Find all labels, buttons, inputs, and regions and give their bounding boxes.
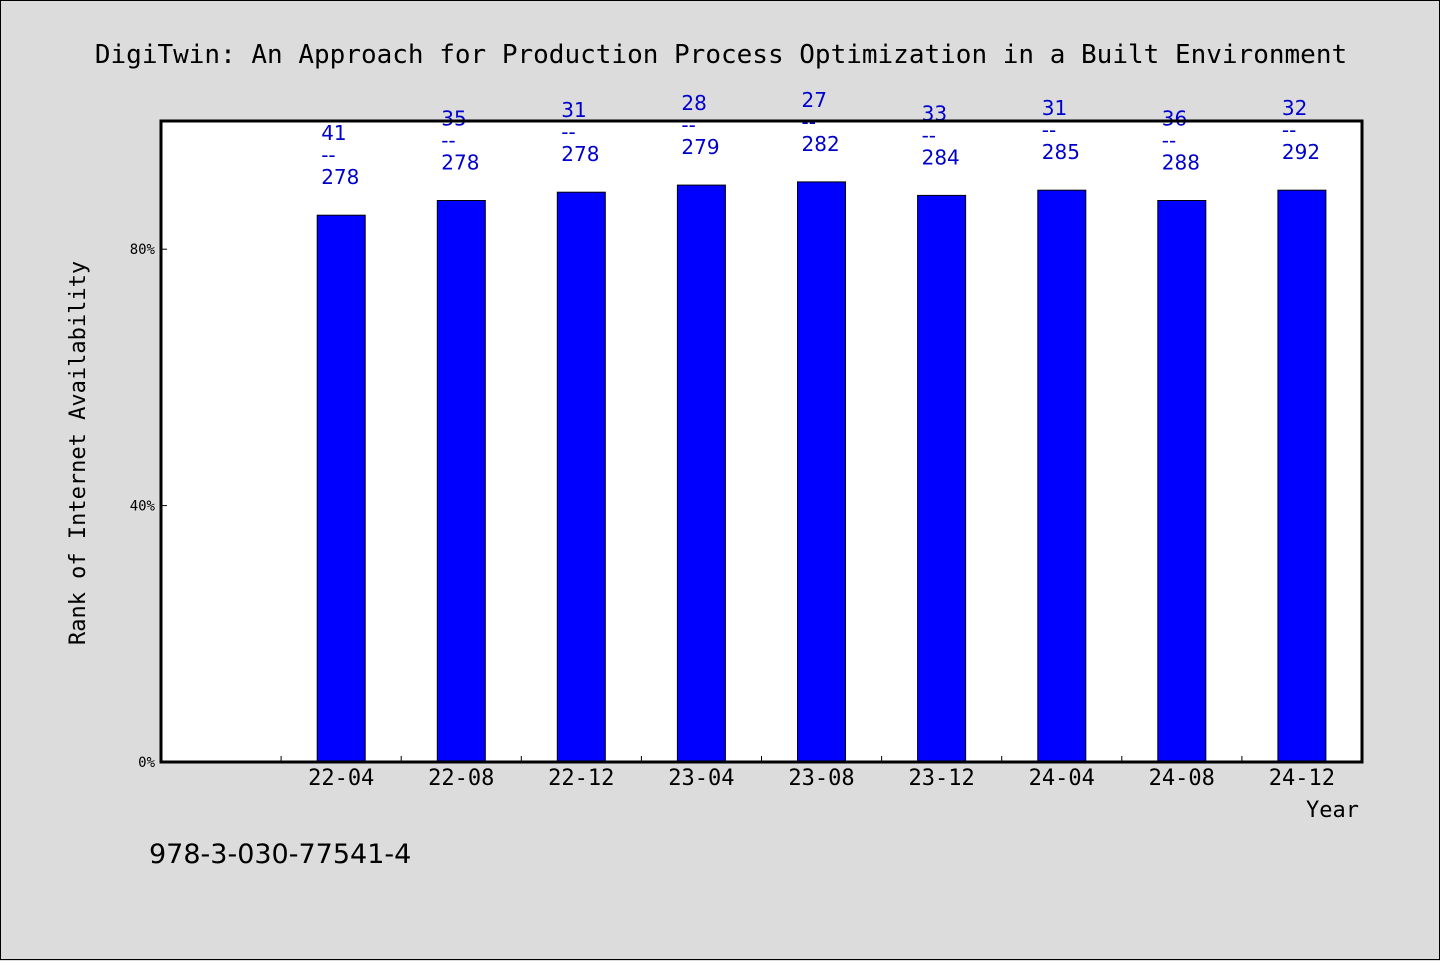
bar-label-23-04-line1: 28 <box>681 91 706 115</box>
bar-label-24-04-line3: 285 <box>1042 140 1080 164</box>
x-tick-label-24-08: 24-08 <box>1149 766 1215 791</box>
bar-labels-group: 41--27835--27831--27828--27927--28233--2… <box>321 88 1320 189</box>
bar-label-23-12-line2: -- <box>922 123 936 147</box>
x-tick-label-24-04: 24-04 <box>1029 766 1095 791</box>
chart-title: DigiTwin: An Approach for Production Pro… <box>95 40 1347 70</box>
bar-label-22-12-line1: 31 <box>561 98 586 122</box>
bar-label-23-04-line3: 279 <box>681 135 719 159</box>
x-tick-label-22-08: 22-08 <box>428 766 494 791</box>
isbn-text: 978-3-030-77541-4 <box>149 839 411 870</box>
bar-label-23-08-line1: 27 <box>802 88 827 112</box>
bar-label-24-08-line2: -- <box>1162 129 1176 153</box>
bar-label-24-08-line1: 36 <box>1162 107 1187 131</box>
bar-label-23-08-line3: 282 <box>802 132 840 156</box>
bar-23-12 <box>917 194 967 763</box>
bar-label-23-12-line3: 284 <box>922 145 960 169</box>
bar-label-24-04-line1: 31 <box>1042 96 1067 120</box>
bar-label-22-12-line2: -- <box>561 120 575 144</box>
plot-border <box>159 119 1364 764</box>
bar-label-24-12-line3: 292 <box>1282 140 1320 164</box>
bar-label-24-08-line3: 288 <box>1162 151 1200 175</box>
bar-label-24-12-line2: -- <box>1282 118 1296 142</box>
bar-24-04 <box>1037 189 1087 763</box>
y-tick-label-40: 40% <box>130 499 156 515</box>
bar-23-08 <box>797 181 846 763</box>
bar-label-22-04-line2: -- <box>321 143 335 167</box>
y-tick-label-0: 0% <box>138 755 155 771</box>
bar-24-12 <box>1277 189 1327 763</box>
axes-group: 22-04 22-08 22-12 23-04 23-08 23-12 24-04 24-08… <box>130 242 1335 791</box>
bar-label-24-04-line2: -- <box>1042 118 1056 142</box>
bar-label-22-08-line3: 278 <box>441 151 479 175</box>
bars-group <box>316 181 1327 763</box>
bar-22-04 <box>316 214 366 763</box>
bar-label-22-04-line3: 278 <box>321 165 359 189</box>
x-tick-label-23-04: 23-04 <box>668 766 734 791</box>
bar-22-12 <box>556 191 606 763</box>
y-tick-label-80: 80% <box>130 242 156 258</box>
x-tick-label-24-12: 24-12 <box>1269 766 1335 791</box>
bar-22-08 <box>436 200 486 763</box>
bar-label-22-12-line3: 278 <box>561 142 599 166</box>
x-tick-label-23-08: 23-08 <box>788 766 854 791</box>
bar-label-22-08-line1: 35 <box>441 107 466 131</box>
bar-label-23-04-line2: -- <box>681 113 695 137</box>
bar-label-22-08-line2: -- <box>441 129 455 153</box>
bar-23-04 <box>676 184 726 763</box>
bar-24-08 <box>1157 200 1207 763</box>
x-tick-label-22-12: 22-12 <box>548 766 614 791</box>
y-axis-label: Rank of Internet Availability <box>66 261 91 645</box>
x-axis-label: Year <box>1306 798 1359 823</box>
x-tick-label-22-04: 22-04 <box>308 766 374 791</box>
bar-label-22-04-line1: 41 <box>321 121 346 145</box>
x-tick-label-23-12: 23-12 <box>908 766 974 791</box>
bar-label-24-12-line1: 32 <box>1282 96 1307 120</box>
